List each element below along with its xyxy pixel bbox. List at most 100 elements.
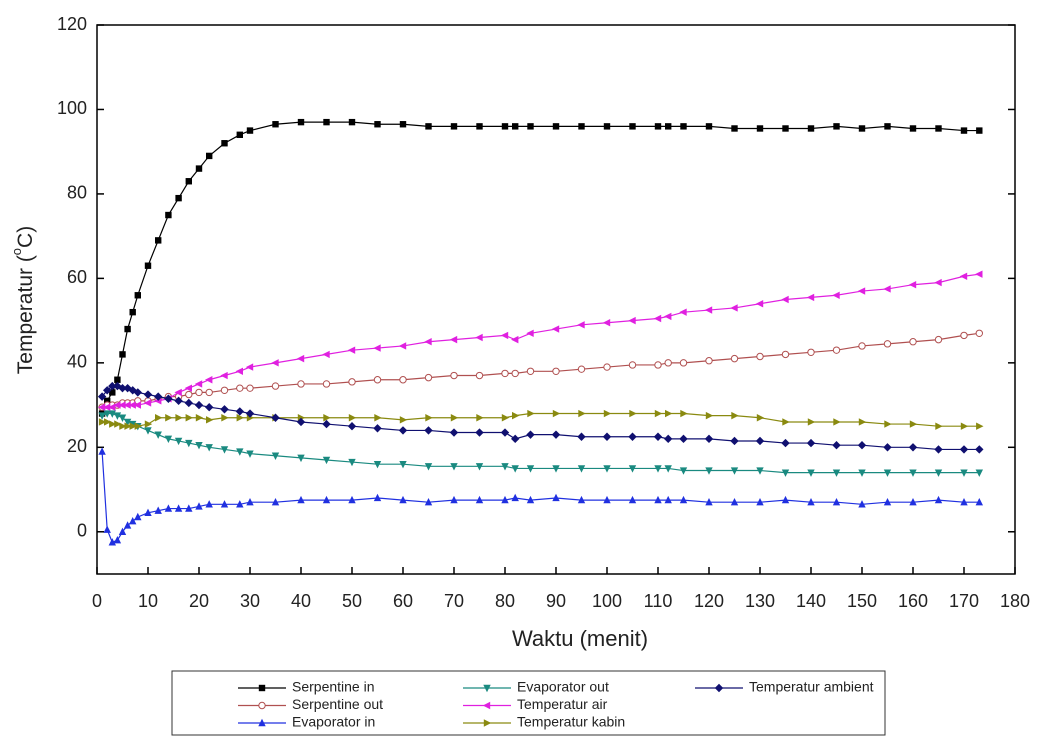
data-point: [119, 351, 125, 357]
data-point: [323, 119, 329, 125]
data-point: [961, 422, 968, 429]
legend-marker: [715, 684, 723, 692]
data-point: [476, 372, 482, 378]
data-point: [195, 380, 202, 387]
data-point: [374, 414, 381, 421]
data-point: [909, 281, 916, 288]
data-point: [960, 273, 967, 280]
data-point: [221, 414, 228, 421]
data-point: [910, 339, 916, 345]
data-point: [577, 433, 585, 441]
data-point: [731, 355, 737, 361]
y-tick-label: 60: [67, 267, 87, 287]
data-point: [578, 410, 585, 417]
x-tick-label: 90: [546, 591, 566, 611]
data-point: [186, 178, 192, 184]
data-point: [679, 308, 686, 315]
data-point: [175, 414, 182, 421]
data-point: [833, 418, 840, 425]
y-axis-label: Temperatur (oC): [9, 226, 36, 374]
data-point: [501, 332, 508, 339]
data-point: [807, 294, 814, 301]
data-point: [271, 359, 278, 366]
plot-frame: [97, 25, 1015, 574]
data-point: [909, 443, 917, 451]
data-point: [247, 385, 253, 391]
legend-marker: [484, 719, 491, 726]
data-point: [186, 391, 192, 397]
data-point: [757, 125, 763, 131]
data-point: [782, 125, 788, 131]
data-point: [237, 385, 243, 391]
legend-label: Serpentine in: [292, 679, 375, 695]
data-point: [186, 414, 193, 421]
data-point: [400, 377, 406, 383]
data-point: [833, 123, 839, 129]
data-point: [910, 125, 916, 131]
data-point: [665, 360, 671, 366]
data-point: [976, 127, 982, 133]
data-point: [858, 287, 865, 294]
legend-label: Temperatur kabin: [517, 714, 625, 730]
data-point: [450, 336, 457, 343]
legend-label: Evaporator in: [292, 714, 375, 730]
data-point: [603, 319, 610, 326]
data-point: [654, 433, 662, 441]
series-line: [102, 452, 979, 543]
data-point: [220, 405, 228, 413]
data-point: [196, 165, 202, 171]
data-point: [114, 536, 121, 543]
y-label-unit: C): [14, 226, 37, 248]
data-point: [832, 441, 840, 449]
data-point: [664, 313, 671, 320]
data-point: [206, 389, 212, 395]
data-point: [165, 212, 171, 218]
data-point: [628, 433, 636, 441]
data-point: [961, 127, 967, 133]
x-tick-label: 180: [1000, 591, 1030, 611]
data-point: [220, 372, 227, 379]
data-point: [237, 414, 244, 421]
data-point: [349, 119, 355, 125]
data-point: [859, 418, 866, 425]
data-point: [731, 125, 737, 131]
data-point: [124, 326, 130, 332]
data-point: [323, 381, 329, 387]
data-point: [196, 414, 203, 421]
data-point: [975, 445, 983, 453]
y-label-text: Temperatur (: [14, 255, 37, 374]
data-point: [808, 349, 814, 355]
data-point: [476, 414, 483, 421]
data-point: [781, 439, 789, 447]
data-point: [884, 420, 891, 427]
y-tick-label: 0: [77, 521, 87, 541]
x-tick-label: 70: [444, 591, 464, 611]
data-point: [450, 428, 458, 436]
data-point: [655, 123, 661, 129]
x-tick-label: 30: [240, 591, 260, 611]
data-point: [665, 123, 671, 129]
data-point: [374, 121, 380, 127]
legend-label: Serpentine out: [292, 696, 383, 712]
data-point: [527, 368, 533, 374]
data-point: [348, 422, 356, 430]
data-point: [655, 410, 662, 417]
x-tick-label: 140: [796, 591, 826, 611]
data-point: [859, 343, 865, 349]
data-point: [512, 370, 518, 376]
series-line: [102, 333, 979, 407]
data-point: [527, 410, 534, 417]
legend-label: Temperatur air: [517, 696, 608, 712]
data-point: [221, 140, 227, 146]
data-point: [706, 412, 713, 419]
data-point: [424, 426, 432, 434]
data-point: [155, 237, 161, 243]
x-tick-label: 160: [898, 591, 928, 611]
data-point: [399, 426, 407, 434]
data-point: [730, 437, 738, 445]
data-point: [236, 368, 243, 375]
data-point: [373, 344, 380, 351]
data-point: [195, 401, 203, 409]
data-point: [374, 377, 380, 383]
data-point: [553, 123, 559, 129]
